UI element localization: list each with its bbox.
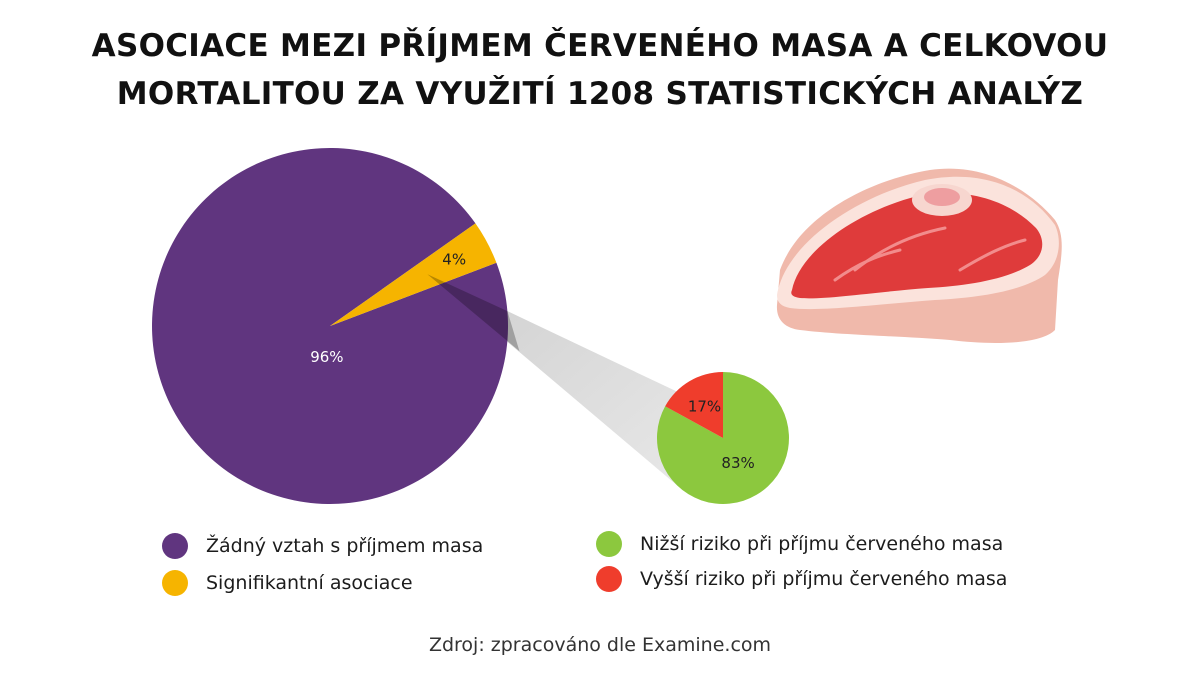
legend-swatch-red bbox=[596, 566, 622, 592]
breakout-shadow bbox=[427, 274, 520, 352]
legend-label-no-relation: Žádný vztah s příjmem masa bbox=[206, 535, 484, 557]
legend-swatch-purple bbox=[162, 533, 188, 559]
legend-item-higher-risk: Vyšší riziko při příjmu červeného masa bbox=[596, 566, 1007, 592]
steak-meat bbox=[791, 193, 1043, 299]
chart-title: ASOCIACE MEZI PŘÍJMEM ČERVENÉHO MASA A C… bbox=[0, 22, 1200, 118]
sub-pie-higher-risk-value-label: 17% bbox=[688, 397, 721, 415]
chart-title-line-1: ASOCIACE MEZI PŘÍJMEM ČERVENÉHO MASA A C… bbox=[91, 28, 1109, 64]
sub-pie-lower-risk-value-label: 83% bbox=[721, 454, 754, 472]
steak-bone-inner bbox=[924, 188, 960, 206]
source-note: Zdroj: zpracováno dle Examine.com bbox=[428, 634, 772, 656]
sub-pie-higher-risk-slice bbox=[665, 372, 723, 438]
sub-pie-lower-risk-slice bbox=[656, 372, 789, 505]
main-pie-no-relation-slice bbox=[152, 148, 509, 505]
main-pie-significant-slice bbox=[330, 223, 497, 326]
legend-label-significant: Signifikantní asociace bbox=[206, 572, 413, 594]
main-pie-significant-value-label: 4% bbox=[442, 251, 466, 269]
legend-label-lower-risk: Nižší riziko při příjmu červeného masa bbox=[640, 533, 1004, 555]
legend-item-no-relation: Žádný vztah s příjmem masa bbox=[162, 533, 483, 559]
chart-title-line-2: MORTALITOU ZA VYUŽITÍ 1208 STATISTICKÝCH… bbox=[116, 76, 1084, 112]
legend-swatch-yellow bbox=[162, 570, 188, 596]
steak-icon bbox=[776, 168, 1062, 343]
legend-label-higher-risk: Vyšší riziko při příjmu červeného masa bbox=[640, 568, 1008, 590]
steak-marbling bbox=[833, 226, 1027, 282]
legend-item-significant: Signifikantní asociace bbox=[162, 570, 413, 596]
legend-item-lower-risk: Nižší riziko při příjmu červeného masa bbox=[596, 531, 1003, 557]
main-pie-no-relation-value-label: 96% bbox=[310, 348, 343, 366]
legend-swatch-green bbox=[596, 531, 622, 557]
